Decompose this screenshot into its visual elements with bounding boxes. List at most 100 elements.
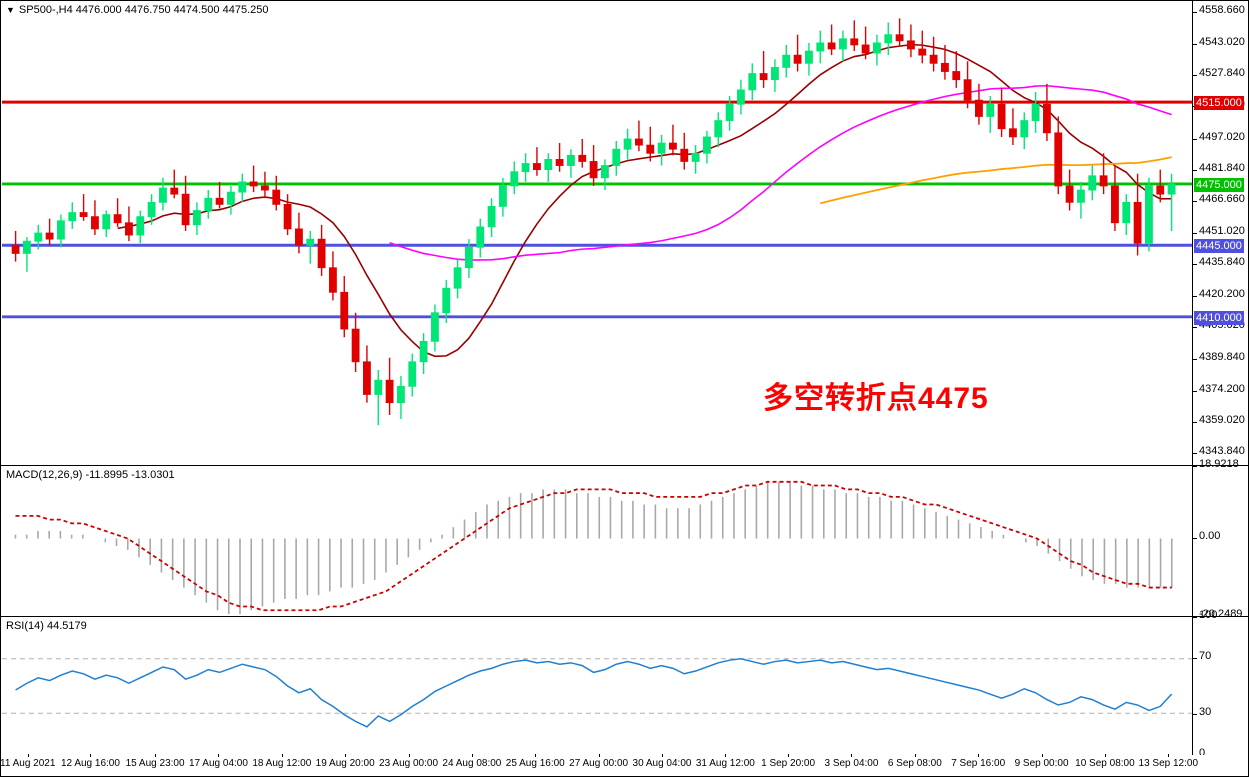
price-tick-label: 4420.200 bbox=[1199, 288, 1245, 301]
time-axis-label: 19 Aug 20:00 bbox=[315, 758, 375, 769]
rsi-plot-area[interactable] bbox=[2, 618, 1192, 754]
time-axis-label: 23 Aug 00:00 bbox=[379, 758, 439, 769]
price-level-tag[interactable]: 4475.000 bbox=[1194, 177, 1244, 192]
time-tick-mark bbox=[914, 754, 916, 757]
price-level-tag[interactable]: 4515.000 bbox=[1194, 95, 1244, 110]
price-tick-label: 4451.020 bbox=[1199, 224, 1245, 237]
time-axis-label: 11 Aug 2021 bbox=[0, 758, 56, 769]
tick-mark bbox=[1193, 466, 1197, 467]
price-tick-label: 4527.840 bbox=[1199, 67, 1245, 80]
time-axis-label: 12 Aug 16:00 bbox=[60, 758, 120, 769]
price-axis[interactable]: 4558.6604543.0204527.8404512.6604497.020… bbox=[1192, 1, 1248, 465]
rsi-tick-label: 30 bbox=[1199, 705, 1212, 718]
time-tick-mark bbox=[598, 754, 600, 757]
time-axis-label: 13 Sep 12:00 bbox=[1138, 758, 1199, 769]
time-axis-label: 6 Sep 08:00 bbox=[887, 758, 942, 769]
tick-mark bbox=[1193, 264, 1197, 266]
rsi-tick-label: 0 bbox=[1199, 747, 1206, 759]
time-tick-mark bbox=[90, 754, 92, 757]
time-tick-mark bbox=[661, 754, 663, 757]
tick-mark bbox=[1193, 11, 1197, 13]
tick-mark bbox=[1193, 75, 1197, 77]
price-tick-label: 4435.840 bbox=[1199, 256, 1245, 269]
macd-panel: MACD(12,26,9) -11.8995 -13.0301 18.9218 0… bbox=[0, 459, 1249, 620]
macd-header: MACD(12,26,9) -11.8995 -13.0301 bbox=[6, 469, 175, 481]
time-axis-label: 15 Aug 23:00 bbox=[125, 758, 185, 769]
collapse-caret-icon[interactable]: ▼ bbox=[6, 5, 15, 15]
rsi-panel: RSI(14) 44.5179 100 70 30 0 bbox=[0, 610, 1249, 759]
tick-mark bbox=[1193, 296, 1197, 298]
price-tick-label: 4558.660 bbox=[1199, 3, 1245, 16]
tick-mark bbox=[1193, 232, 1197, 234]
time-tick-mark bbox=[471, 754, 473, 757]
time-axis-label: 7 Sep 16:00 bbox=[951, 758, 1006, 769]
tick-mark bbox=[1193, 138, 1197, 140]
time-axis-label: 1 Sep 20:00 bbox=[761, 758, 816, 769]
time-axis-label: 24 Aug 08:00 bbox=[442, 758, 502, 769]
tick-mark bbox=[1193, 358, 1197, 360]
time-axis-label: 9 Sep 00:00 bbox=[1014, 758, 1069, 769]
macd-tick-label: -20.2489 bbox=[1199, 608, 1243, 620]
macd-plot-area[interactable] bbox=[2, 467, 1192, 615]
tick-mark bbox=[1193, 44, 1197, 46]
price-tick-label: 4405.020 bbox=[1199, 319, 1245, 332]
tick-mark bbox=[1193, 617, 1197, 618]
time-tick-mark bbox=[788, 754, 790, 757]
time-tick-mark bbox=[345, 754, 347, 757]
time-tick-mark bbox=[1041, 754, 1043, 757]
macd-svg bbox=[14, 480, 1173, 615]
price-level-tag[interactable]: 4410.000 bbox=[1194, 311, 1244, 326]
price-level-tag[interactable]: 4445.000 bbox=[1194, 239, 1244, 254]
tick-mark bbox=[1193, 169, 1197, 171]
time-axis[interactable]: 11 Aug 2021 12 Aug 16:00 15 Aug 23:00 17 Au… bbox=[0, 754, 1249, 777]
time-tick-mark bbox=[851, 754, 853, 757]
time-tick-mark bbox=[408, 754, 410, 757]
price-panel: ▼ SP500-,H4 4476.000 4476.750 4474.500 44… bbox=[0, 0, 1249, 466]
time-tick-mark bbox=[978, 754, 980, 757]
tick-mark bbox=[1193, 390, 1197, 392]
rsi-axis[interactable]: 100 70 30 0 bbox=[1192, 610, 1248, 759]
time-axis-label: 3 Sep 04:00 bbox=[824, 758, 879, 769]
rsi-svg bbox=[2, 658, 1192, 728]
time-tick-mark bbox=[535, 754, 537, 757]
time-axis-label: 30 Aug 04:00 bbox=[632, 758, 692, 769]
price-tick-label: 4481.840 bbox=[1199, 161, 1245, 174]
price-tick-label: 4343.840 bbox=[1199, 445, 1245, 457]
tick-mark bbox=[1193, 658, 1197, 660]
rsi-header: RSI(14) 44.5179 bbox=[6, 620, 87, 632]
price-plot-area[interactable] bbox=[2, 2, 1192, 464]
macd-tick-label: 18.9218 bbox=[1199, 458, 1239, 470]
time-tick-mark bbox=[155, 754, 157, 757]
tick-mark bbox=[1193, 453, 1197, 454]
tick-mark bbox=[1193, 538, 1197, 540]
time-tick-mark bbox=[27, 754, 29, 757]
tick-mark bbox=[1193, 713, 1197, 715]
rsi-tick-label: 70 bbox=[1199, 650, 1212, 663]
price-tick-label: 4466.660 bbox=[1199, 192, 1245, 205]
tick-mark bbox=[1193, 200, 1197, 202]
price-tick-label: 4359.020 bbox=[1199, 413, 1245, 426]
tick-mark bbox=[1193, 327, 1197, 329]
time-tick-mark bbox=[1104, 754, 1106, 757]
time-tick-mark bbox=[1168, 754, 1170, 757]
macd-axis[interactable]: 18.9218 0.00 -20.2489 bbox=[1192, 459, 1248, 620]
chart-annotation: 多空转折点4475 bbox=[763, 382, 989, 415]
time-axis-label: 18 Aug 12:00 bbox=[252, 758, 312, 769]
price-tick-label: 4374.200 bbox=[1199, 382, 1245, 395]
symbol-ohlc-text: SP500-,H4 4476.000 4476.750 4474.500 447… bbox=[18, 4, 269, 16]
price-tick-label: 4497.020 bbox=[1199, 130, 1245, 143]
price-tick-label: 4389.840 bbox=[1199, 350, 1245, 363]
time-axis-label: 27 Aug 00:00 bbox=[569, 758, 629, 769]
rsi-tick-label: 100 bbox=[1199, 609, 1218, 621]
time-tick-mark bbox=[725, 754, 727, 757]
time-axis-label: 25 Aug 16:00 bbox=[505, 758, 565, 769]
time-axis-label: 17 Aug 04:00 bbox=[188, 758, 248, 769]
time-tick-mark bbox=[281, 754, 283, 757]
price-svg bbox=[2, 18, 1192, 426]
time-tick-mark bbox=[218, 754, 220, 757]
symbol-header: ▼ SP500-,H4 4476.000 4476.750 4474.500 44… bbox=[6, 4, 268, 16]
macd-tick-label: 0.00 bbox=[1199, 530, 1221, 543]
time-axis-label: 31 Aug 12:00 bbox=[695, 758, 755, 769]
tick-mark bbox=[1193, 421, 1197, 423]
price-tick-label: 4543.020 bbox=[1199, 36, 1245, 49]
